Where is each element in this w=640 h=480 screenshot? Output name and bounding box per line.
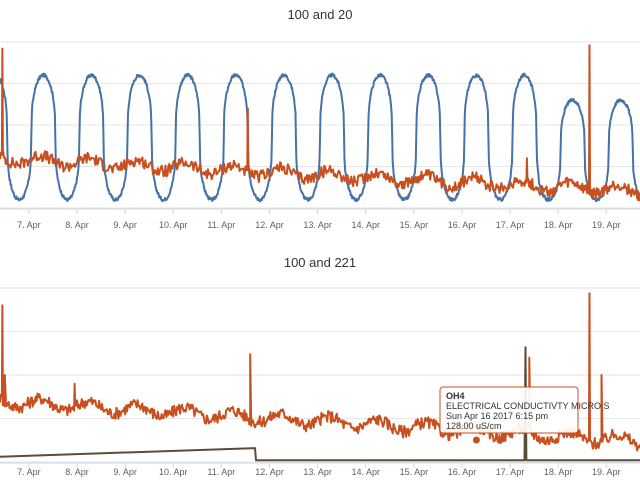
x-tick-label: 19. Apr <box>592 467 621 477</box>
tooltip-box <box>439 386 579 434</box>
x-tick-label: 17. Apr <box>496 467 525 477</box>
x-tick-label: 9. Apr <box>113 220 137 230</box>
x-tick-label: 11. Apr <box>207 467 235 477</box>
series-line <box>0 72 640 203</box>
x-tick-label: 13. Apr <box>303 220 332 230</box>
chart-2-title: 100 and 221 <box>284 255 356 270</box>
x-tick-label: 8. Apr <box>65 220 89 230</box>
x-tick-label: 9. Apr <box>113 467 137 477</box>
data-tooltip: OH4 ELECTRICAL CONDUCTIVTY MICRO S Sun A… <box>439 386 610 434</box>
x-tick-label: 16. Apr <box>448 220 477 230</box>
x-tick-label: 8. Apr <box>65 467 89 477</box>
x-tick-label: 14. Apr <box>351 467 380 477</box>
x-tick-label: 14. Apr <box>351 220 380 230</box>
tooltip-date: Sun Apr 16 2017 6:15 pm <box>446 411 548 421</box>
x-tick-label: 16. Apr <box>448 467 477 477</box>
x-tick-label: 10. Apr <box>159 220 188 230</box>
x-tick-label: 11. Apr <box>207 220 235 230</box>
series-line <box>0 44 640 202</box>
series-line <box>0 346 640 462</box>
x-tick-label: 10. Apr <box>159 467 188 477</box>
tooltip-point-marker <box>471 435 481 445</box>
x-tick-label: 7. Apr <box>17 467 41 477</box>
x-tick-label: 13. Apr <box>303 467 332 477</box>
series-line <box>0 292 640 452</box>
tooltip-series-label: ELECTRICAL CONDUCTIVTY MICRO S <box>446 401 610 411</box>
chart-1-title: 100 and 20 <box>287 7 352 22</box>
chart-1-plot: 7. Apr 8. Apr 9. Apr 10. Apr 11. Apr 12. Apr 1… <box>0 41 640 230</box>
tooltip-value: 128.00 uS/cm <box>446 421 502 431</box>
x-tick-label: 18. Apr <box>544 467 573 477</box>
tooltip-name: OH4 <box>446 391 465 401</box>
x-tick-label: 12. Apr <box>255 220 284 230</box>
x-tick-label: 12. Apr <box>255 467 284 477</box>
chart-2-plot: 7. Apr 8. Apr 9. Apr 10. Apr 11. Apr 12. Apr 1… <box>0 287 640 477</box>
x-tick-label: 7. Apr <box>17 220 41 230</box>
x-tick-label: 15. Apr <box>400 467 429 477</box>
x-tick-label: 18. Apr <box>544 220 573 230</box>
x-tick-label: 19. Apr <box>592 220 621 230</box>
x-tick-label: 17. Apr <box>496 220 525 230</box>
x-tick-label: 15. Apr <box>400 220 429 230</box>
